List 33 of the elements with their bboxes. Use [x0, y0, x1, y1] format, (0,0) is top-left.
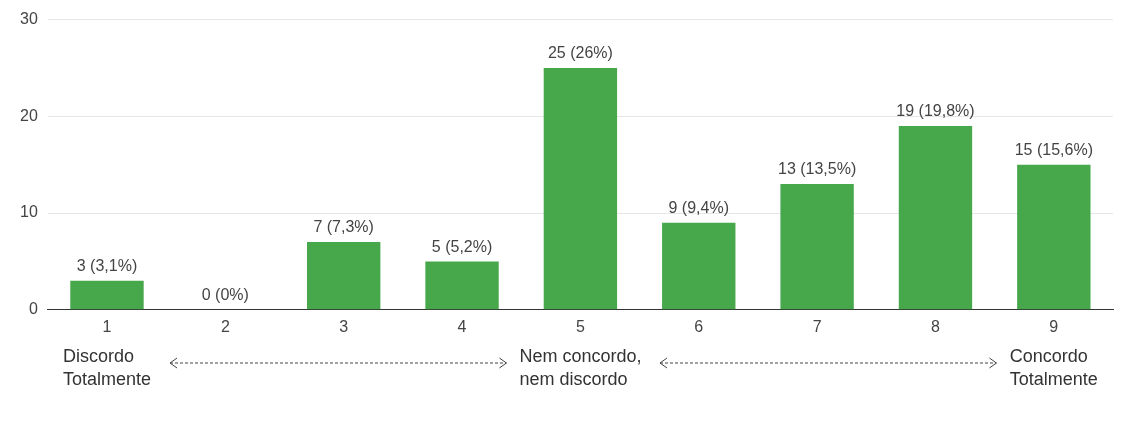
data-label: 7 (7,3%) — [313, 218, 374, 236]
data-label: 15 (15,6%) — [1014, 141, 1093, 159]
bar — [1017, 164, 1091, 310]
y-tick-label: 20 — [20, 106, 38, 124]
x-tick-label: 5 — [575, 317, 585, 335]
text: Concordo Totalmente — [1009, 345, 1098, 391]
x-tick-label: 3 — [339, 317, 349, 335]
text: Nem concordo, nem discordo — [519, 345, 642, 391]
text: Discordo Totalmente — [62, 345, 152, 391]
y-tick-label: 10 — [20, 203, 38, 221]
bar — [662, 222, 736, 310]
x-tick-label: 8 — [931, 317, 941, 335]
bar — [425, 261, 499, 310]
x-tick-label: 2 — [220, 317, 230, 335]
data-label: 0 (0%) — [201, 286, 249, 304]
x-tick-label: 1 — [102, 317, 112, 335]
data-label: 25 (26%) — [547, 44, 613, 62]
x-tick-label: 7 — [812, 317, 822, 335]
data-label: 13 (13,5%) — [777, 160, 857, 178]
x-tick-label: 6 — [694, 317, 704, 335]
y-tick-label: 30 — [20, 10, 38, 28]
x-tick-label: 4 — [457, 317, 467, 335]
bar — [70, 280, 144, 310]
data-label: 5 (5,2%) — [431, 237, 493, 255]
bar — [307, 242, 381, 310]
data-label: 9 (9,4%) — [668, 199, 729, 217]
data-label: 19 (19,8%) — [896, 102, 975, 120]
bar — [780, 184, 854, 310]
data-label: 3 (3,1%) — [76, 257, 138, 275]
x-tick-label: 9 — [1049, 317, 1059, 335]
y-tick-label: 0 — [28, 300, 38, 318]
bar — [543, 67, 618, 310]
bar — [898, 126, 973, 310]
